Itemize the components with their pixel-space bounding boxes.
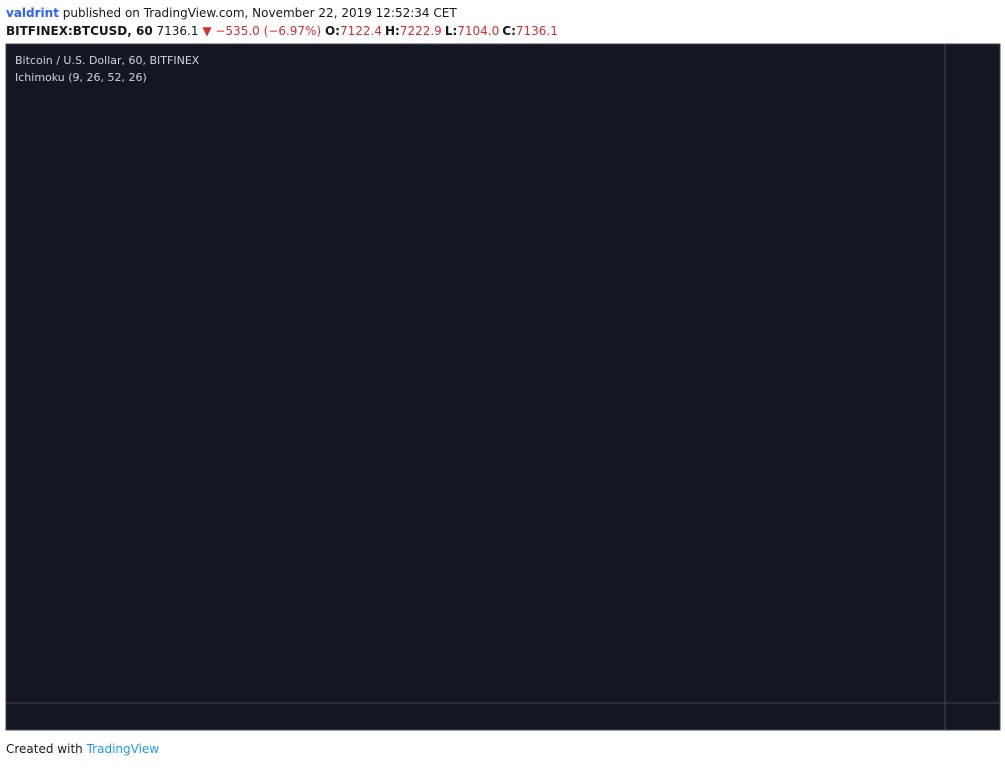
ohlc-label: H: xyxy=(384,24,400,38)
symbol-line: BITFINEX:BTCUSD, 60 7136.1 ▼ −535.0 (−6.… xyxy=(6,22,561,40)
change: ▼ −535.0 (−6.97%) xyxy=(202,24,322,38)
header-line: valdrint published on TradingView.com, N… xyxy=(6,4,561,22)
chart-panel xyxy=(5,43,1001,731)
published: published on TradingView.com, November 2… xyxy=(62,6,457,20)
indicator-name: Ichimoku (9, 26, 52, 26) xyxy=(15,71,147,84)
ohlc-value: 7222.9 xyxy=(399,24,442,38)
chart-title: Bitcoin / U.S. Dollar, 60, BITFINEX xyxy=(15,54,200,67)
footer: Created with TradingView xyxy=(6,742,159,756)
ohlc-label: O: xyxy=(324,24,340,38)
ohlc-label: C: xyxy=(502,24,516,38)
symbol: BITFINEX:BTCUSD, 60 xyxy=(6,24,153,38)
price: 7136.1 xyxy=(156,24,199,38)
ohlc-value: 7122.4 xyxy=(339,24,382,38)
ohlc-label: L: xyxy=(444,24,458,38)
ohlc-value: 7136.1 xyxy=(515,24,558,38)
user[interactable]: valdrint xyxy=(6,6,59,20)
header: valdrint published on TradingView.com, N… xyxy=(6,4,561,40)
footer-text: Created with xyxy=(6,742,83,756)
ohlc-value: 7104.0 xyxy=(457,24,500,38)
brand[interactable]: TradingView xyxy=(86,742,160,756)
ohlc: O:7122.4 H:7222.9 L:7104.0 C:7136.1 xyxy=(325,24,561,38)
